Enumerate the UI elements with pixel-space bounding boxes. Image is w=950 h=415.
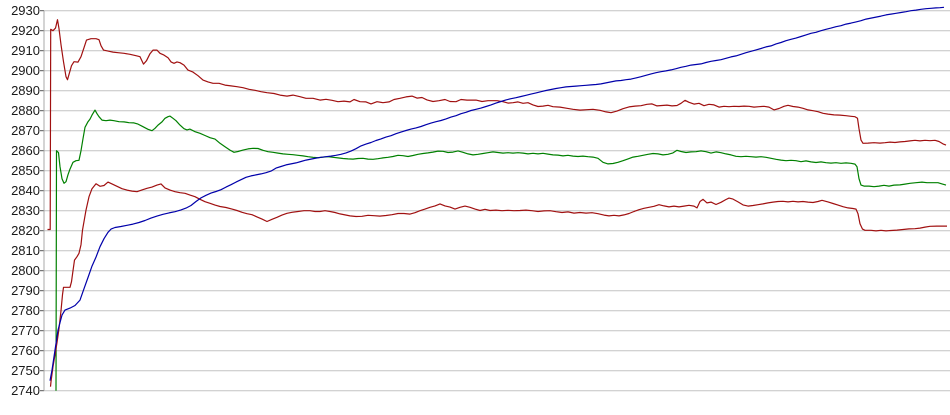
y-axis-tick-label: 2870 (11, 123, 40, 138)
y-axis-tick-label: 2860 (11, 143, 40, 158)
y-axis-tick-label: 2880 (11, 103, 40, 118)
y-axis-tick-label: 2900 (11, 63, 40, 78)
y-axis-tick-label: 2840 (11, 183, 40, 198)
y-axis-tick-label: 2910 (11, 43, 40, 58)
y-axis-tick-label: 2820 (11, 223, 40, 238)
y-axis-tick-label: 2850 (11, 163, 40, 178)
y-axis-tick-label: 2780 (11, 303, 40, 318)
y-axis-tick-label: 2750 (11, 363, 40, 378)
series-line-red-lower (49, 181, 947, 387)
y-axis-tick-label: 2790 (11, 283, 40, 298)
series-line-green (55, 109, 947, 391)
y-axis-tick-label: 2740 (11, 383, 40, 398)
y-axis-tick-label: 2800 (11, 263, 40, 278)
y-axis-tick-label: 2810 (11, 243, 40, 258)
y-axis-tick-label: 2830 (11, 203, 40, 218)
series-line-blue (49, 6, 945, 381)
y-axis-tick-label: 2890 (11, 83, 40, 98)
series-line-red-upper (47, 19, 947, 231)
y-axis-tick-label: 2760 (11, 343, 40, 358)
y-axis-tick-label: 2920 (11, 23, 40, 38)
y-axis-tick-label: 2770 (11, 323, 40, 338)
y-axis-tick-label: 2930 (11, 3, 40, 18)
